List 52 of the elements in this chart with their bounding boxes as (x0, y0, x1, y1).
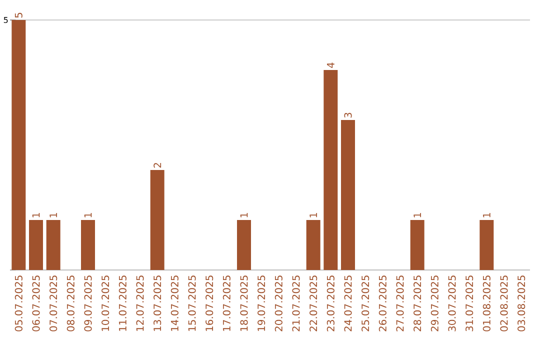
x-tick-label: 06.07.2025 (32, 276, 40, 332)
data-label: 2 (154, 163, 162, 168)
bar (29, 220, 43, 270)
x-tick-label: 17.07.2025 (222, 276, 230, 331)
bar (12, 20, 26, 270)
x-tick-label: 05.07.2025 (14, 276, 22, 332)
bar (81, 220, 95, 270)
bar (480, 220, 494, 270)
x-tick-label: 10.07.2025 (102, 276, 110, 331)
data-label: 1 (310, 212, 317, 218)
x-tick-label: 18.07.2025 (240, 276, 248, 331)
x-tick-label: 11.07.2025 (118, 276, 126, 331)
x-tick-label: 08.07.2025 (66, 276, 74, 332)
data-label: 5 (4, 17, 8, 23)
bar (150, 170, 164, 270)
x-tick-label: 19.07.2025 (258, 276, 266, 331)
x-tick-label: 16.07.2025 (206, 276, 214, 331)
x-tick-label: 24.07.2025 (344, 276, 352, 332)
bar (341, 120, 355, 270)
x-tick-label: 20.07.2025 (274, 276, 282, 332)
data-label: 1 (240, 212, 248, 218)
x-tick-label: 22.07.2025 (310, 276, 318, 332)
data-label: 1 (50, 212, 57, 218)
data-label: 1 (84, 212, 92, 218)
data-label: 3 (344, 112, 352, 118)
x-tick-label: 23.07.2025 (326, 276, 334, 332)
bar (237, 220, 251, 270)
x-tick-label: 25.07.2025 (362, 276, 370, 332)
bar (410, 220, 424, 270)
x-tick-label: 15.07.2025 (188, 276, 196, 331)
x-tick-label: 29.07.2025 (430, 276, 438, 332)
x-tick-label: 30.07.2025 (448, 276, 456, 332)
x-tick-label: 02.08.2025 (500, 276, 508, 332)
data-label: 4 (327, 62, 334, 68)
x-tick-label: 13.07.2025 (154, 276, 162, 331)
bar (324, 70, 338, 270)
x-tick-label: 01.08.2025 (482, 276, 490, 332)
x-tick-label: 28.07.2025 (414, 276, 422, 332)
x-tick-label: 12.07.2025 (136, 276, 144, 331)
x-tick-label: 27.07.2025 (396, 276, 404, 332)
x-tick-label: 07.07.2025 (50, 276, 58, 332)
x-tick-label: 09.07.2025 (84, 276, 92, 332)
data-label: 1 (414, 212, 421, 218)
data-label: 1 (32, 212, 40, 218)
x-tick-label: 14.07.2025 (170, 276, 178, 331)
bar (46, 220, 60, 270)
x-tick-label: 26.07.2025 (378, 276, 386, 332)
data-label: 1 (483, 212, 490, 218)
x-tick-label: 31.07.2025 (466, 276, 474, 332)
bar (306, 220, 320, 270)
x-tick-label: 21.07.2025 (292, 276, 300, 332)
x-tick-label: 03.08.2025 (518, 276, 526, 332)
